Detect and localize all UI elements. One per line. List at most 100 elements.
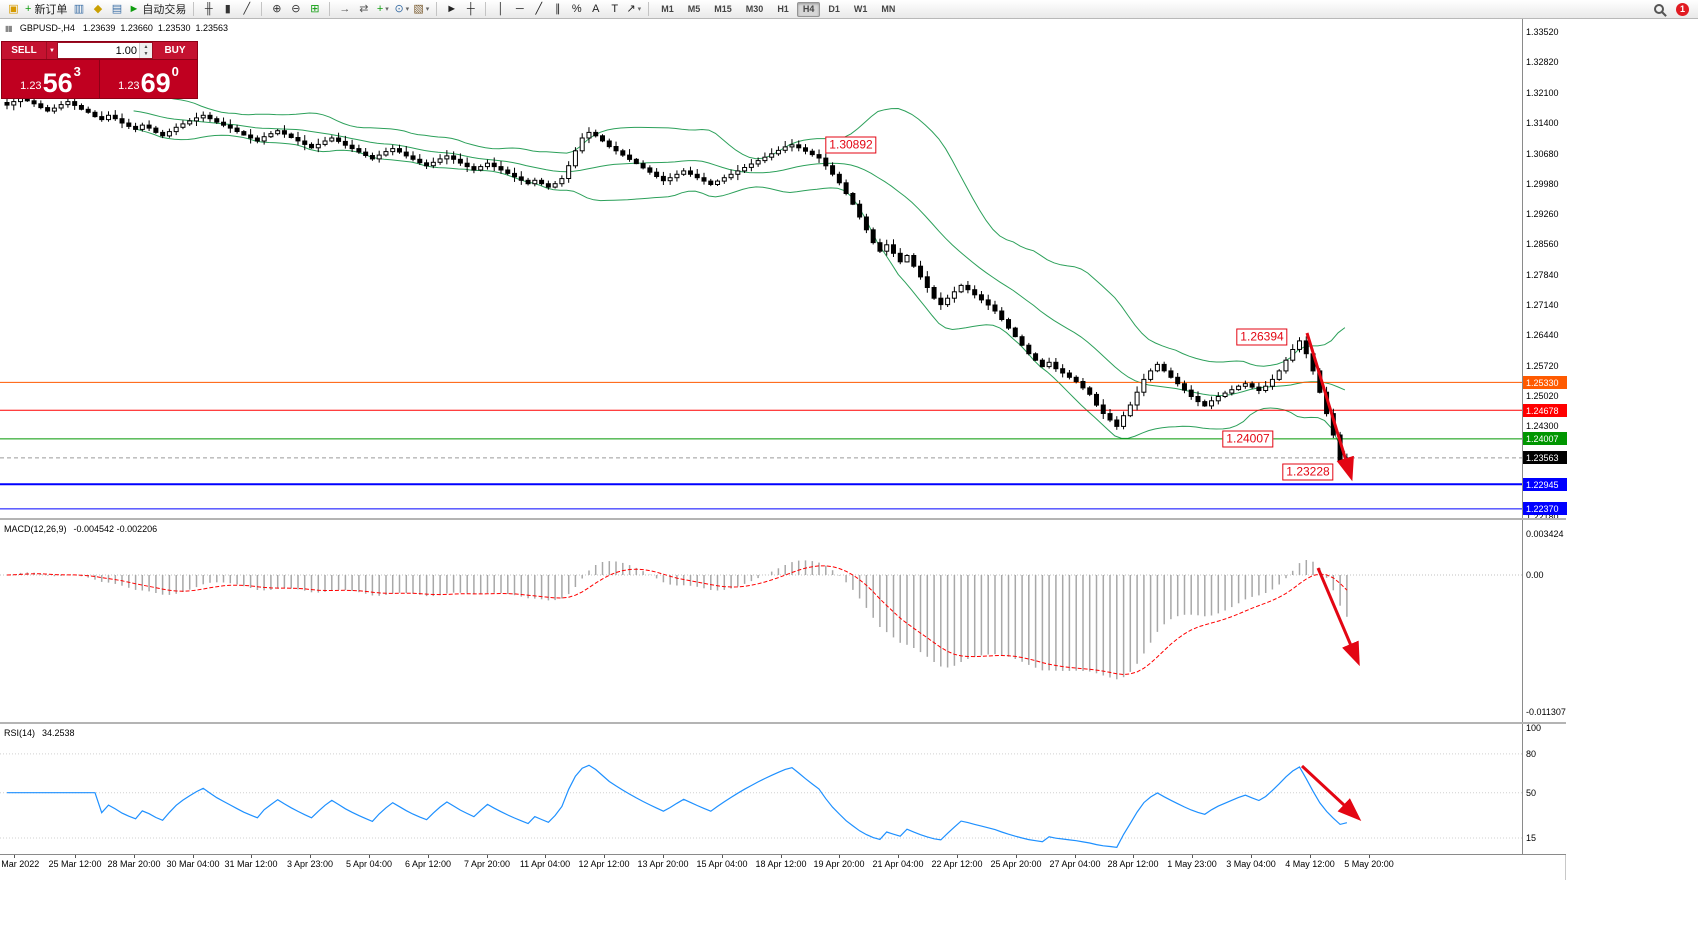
time-tick <box>75 855 76 858</box>
trendline-icon[interactable]: ╱ <box>535 2 543 15</box>
time-tick <box>251 855 252 858</box>
new-order-button[interactable]: + 新订单 <box>25 2 68 16</box>
chart-window[interactable]: 24 Mar 2022 25 Mar 12:00 28 Mar 20:00 30 Ma… <box>0 19 1567 880</box>
macd-scale-label: 0.00 <box>1526 570 1544 580</box>
bar-chart-icon[interactable]: ╫ <box>204 2 213 15</box>
main-chart[interactable] <box>0 19 1522 519</box>
rsi-scale-label: 50 <box>1526 788 1537 798</box>
search-icon[interactable] <box>1654 4 1664 14</box>
vertical-line-icon[interactable]: │ <box>497 2 505 15</box>
time-axis-label: 27 Apr 04:00 <box>1049 859 1101 869</box>
rsi-scale-label: 80 <box>1526 749 1537 759</box>
toolbar-separator <box>436 2 438 16</box>
notification-badge[interactable]: 1 <box>1676 2 1689 16</box>
time-tick <box>545 855 546 858</box>
macd-panel[interactable] <box>0 520 1522 722</box>
timeframe-h1[interactable]: H1 <box>777 4 789 14</box>
arrows-tool-button[interactable]: ↗ ▾ <box>626 2 642 15</box>
time-tick <box>1310 855 1311 858</box>
bollinger-bands <box>133 92 1346 453</box>
high-value: 1.23660 <box>120 23 153 33</box>
horizontal-line-icon[interactable]: ─ <box>515 2 524 15</box>
cursor-icon[interactable]: ► <box>446 2 458 15</box>
sell-button[interactable]: SELL <box>2 42 46 59</box>
chart-shift-icon[interactable]: ⇄ <box>359 2 369 15</box>
macd-histogram <box>13 560 1348 680</box>
time-axis-label: 5 May 20:00 <box>1344 859 1394 869</box>
timeframe-m5[interactable]: M5 <box>687 4 701 14</box>
volume-input[interactable] <box>58 43 139 58</box>
time-tick <box>898 855 899 858</box>
time-tick <box>14 855 15 858</box>
time-tick <box>1075 855 1076 858</box>
timeframe-m15[interactable]: M15 <box>714 4 732 14</box>
price-scale-label: 1.32820 <box>1526 57 1559 67</box>
chart-title: GBPUSD-,H4 <box>19 23 75 33</box>
channel-icon[interactable]: ∥ <box>555 2 561 15</box>
toolbar-separator <box>261 2 263 16</box>
rsi-scale-label: 100 <box>1526 723 1542 733</box>
buy-price-display[interactable]: 1.23 69 0 <box>100 60 197 98</box>
volume-down-button[interactable]: ▼ <box>140 50 152 58</box>
auto-scroll-icon[interactable]: → <box>339 2 351 15</box>
order-type-dropdown[interactable]: ▼ <box>46 42 57 59</box>
time-tick <box>428 855 429 858</box>
text-icon[interactable]: A <box>592 2 600 15</box>
line-chart-icon[interactable]: ╱ <box>243 2 251 15</box>
text-label-icon[interactable]: T <box>611 2 619 15</box>
periods-button[interactable]: ⊙ ▾ <box>394 2 410 15</box>
panel-separator[interactable] <box>0 722 1566 724</box>
trend-arrow <box>1300 764 1362 822</box>
timeframe-mn[interactable]: MN <box>881 4 896 14</box>
time-axis-label: 1 May 23:00 <box>1167 859 1217 869</box>
market-watch-icon[interactable]: ▥ <box>73 2 85 15</box>
price-scale-label: 1.25020 <box>1526 391 1559 401</box>
new-chart-icon[interactable]: ▣ <box>8 2 19 15</box>
fibonacci-icon[interactable]: % <box>571 2 582 15</box>
price-scale-label: 1.32100 <box>1526 88 1559 98</box>
navigator-icon[interactable]: ▤ <box>111 2 123 15</box>
chart-icon: ▮▮ <box>5 23 13 33</box>
time-tick <box>839 855 840 858</box>
rsi-value: 34.2538 <box>42 728 75 738</box>
volume-up-button[interactable]: ▲ <box>140 43 152 51</box>
price-level-flag: 1.24007 <box>1523 432 1567 445</box>
time-axis[interactable]: 24 Mar 2022 25 Mar 12:00 28 Mar 20:00 30 Ma… <box>0 855 1522 873</box>
timeframe-m30[interactable]: M30 <box>745 4 764 14</box>
timeframe-d1[interactable]: D1 <box>828 4 840 14</box>
rsi-panel[interactable] <box>0 724 1522 854</box>
current-price-flag: 1.23563 <box>1523 451 1567 464</box>
volume-box: ▲ ▼ <box>57 42 153 59</box>
crosshair-icon[interactable]: ┼ <box>466 2 475 15</box>
data-window-icon[interactable]: ◆ <box>93 2 103 15</box>
indicators-button[interactable]: + ▾ <box>376 2 389 15</box>
time-axis-label: 22 Apr 12:00 <box>931 859 983 869</box>
price-annotation: 1.26394 <box>1236 328 1288 346</box>
time-axis-label: 28 Apr 12:00 <box>1107 859 1159 869</box>
price-level-flag: 1.24678 <box>1523 404 1567 417</box>
templates-button[interactable]: ▧ ▾ <box>413 2 430 15</box>
time-tick <box>663 855 664 858</box>
price-scale[interactable]: 1.33520 1.32820 1.32100 1.31400 1.30680 1.299… <box>1522 19 1567 854</box>
sell-price-display[interactable]: 1.23 56 3 <box>2 60 99 98</box>
tile-windows-icon[interactable]: ⊞ <box>310 2 320 15</box>
time-axis-label: 19 Apr 20:00 <box>813 859 865 869</box>
main-toolbar: ▣ + 新订单 ▥ ◆ ▤ ► 自动交易 ╫ ▮ ╱ ⊕ ⊖ ⊞ → ⇄ + ▾ ⊙ ▾ ▧ ▾ ► ┼ │ ─ ╱ ∥% A T ↗ ▾ M1… <box>0 0 1698 19</box>
zoom-out-icon[interactable]: ⊖ <box>291 2 301 15</box>
zoom-in-icon[interactable]: ⊕ <box>272 2 282 15</box>
chart-header: ▮▮ GBPUSD-,H4 1.23639 1.23660 1.23530 1.… <box>5 23 228 33</box>
buy-price-big: 69 <box>140 68 171 98</box>
ohlc-values: 1.23639 1.23660 1.23530 1.23563 <box>83 23 228 33</box>
macd-signal-line <box>6 565 1348 676</box>
auto-trading-button[interactable]: ► 自动交易 <box>128 2 187 16</box>
time-tick <box>310 855 311 858</box>
time-tick <box>1251 855 1252 858</box>
timeframe-m1[interactable]: M1 <box>661 4 674 14</box>
buy-price-sup: 0 <box>171 64 179 79</box>
timeframe-w1[interactable]: W1 <box>853 4 868 14</box>
timeframe-h4[interactable]: H4 <box>796 1 821 17</box>
buy-button[interactable]: BUY <box>153 42 197 59</box>
candlestick-chart-icon[interactable]: ▮ <box>224 2 231 15</box>
time-tick <box>722 855 723 858</box>
panel-separator[interactable] <box>0 518 1566 520</box>
